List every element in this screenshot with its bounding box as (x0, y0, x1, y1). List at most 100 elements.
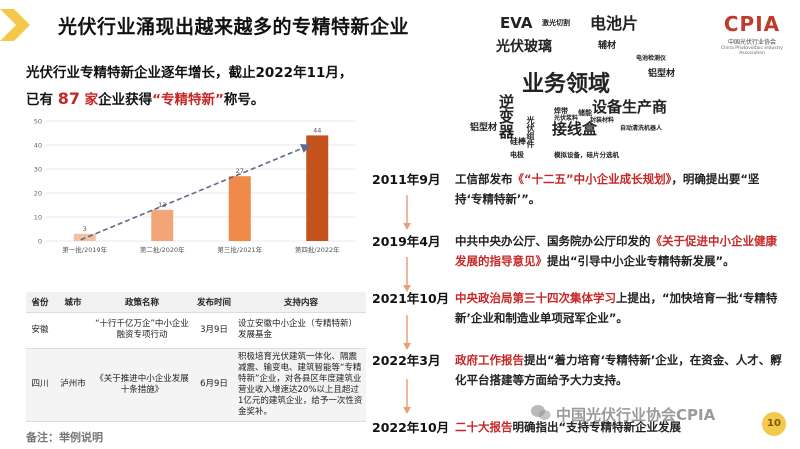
cloud-word: 业务领域 (522, 72, 611, 97)
table-cell: 四川 (26, 348, 54, 422)
policy-table: 省份 城市 政策名称 发布时间 支持内容 安徽 “十行千亿万企”中小企业融资专项… (26, 292, 366, 422)
cloud-word: 焊带 (554, 107, 568, 115)
timeline-text: 中央政治局第三十四次集体学习上提出，“加快培育一批‘专精特新’企业和制造业单项冠… (455, 288, 785, 328)
table-row: 安徽 “十行千亿万企”中小企业融资专项行动 3月9日 设立安徽中小企业（专精特新… (26, 312, 366, 349)
table-row: 四川 泸州市 《关于推进中小企业发展十条措施》 6月9日 积极培育光伏建筑一体化… (26, 348, 366, 422)
footnote: 备注：举例说明 (26, 431, 103, 444)
timeline-text: 中共中央办公厅、国务院办公厅印发的《关于促进中小企业健康发展的指导意见》提出“引… (455, 231, 785, 271)
table-cell (54, 312, 92, 349)
page-title: 光伏行业涌现出越来越多的专精特新企业 (58, 16, 410, 38)
trend-line (80, 144, 311, 241)
timeline-date: 2022年3月 (372, 353, 441, 368)
x-tick-label: 第四批/2022年 (295, 245, 340, 254)
down-arrow-icon (403, 195, 411, 230)
intro-highlight: “专精特新” (152, 92, 224, 108)
company-unit: 家 (79, 92, 99, 108)
table-cell: 设立安徽中小企业（专精特新）发展基金 (236, 312, 366, 349)
cloud-word: 光伏组件 (526, 116, 535, 148)
column-header: 发布时间 (192, 292, 236, 313)
down-arrow-icon (403, 315, 411, 350)
table-cell: 泸州市 (54, 348, 92, 422)
cloud-word: 逆变器 (497, 94, 515, 139)
x-tick-label: 第二批/2020年 (140, 245, 185, 254)
cloud-word: 封装材料 (590, 117, 615, 124)
column-header: 省份 (26, 292, 54, 313)
table-cell: 6月9日 (192, 348, 236, 422)
timeline-text: 二十大报告明确指出“支持专精特新企业发展 (455, 417, 785, 437)
business-word-cloud: EVA 激光切割 电池片 光伏玻璃 辅材 电池检测仪 铝型材 业务领域 逆变器 … (470, 12, 695, 162)
table-cell: 积极培育光伏建筑一体化、隔震减震、输变电、建筑智能等“专精特新”企业，对各县区年… (236, 348, 366, 422)
cloud-word: 模拟设备，硅片分选机 (554, 151, 619, 159)
intro-text: 光伏行业专精特新企业逐年增长，截止2022年11月， 已有 87 家企业获得“专… (26, 60, 366, 113)
cloud-word: 光伏浆料 (554, 115, 579, 122)
timeline-highlight: 政府工作报告 (455, 353, 524, 367)
timeline-text: 政府工作报告提出“着力培育‘专精特新’企业，在资金、人才、孵化平台搭建等方面给予… (455, 350, 785, 390)
timeline-date: 2019年4月 (372, 234, 441, 249)
table-cell: 《关于推进中小企业发展十条措施》 (92, 348, 192, 422)
cloud-word: 自动清洗机器人 (620, 125, 663, 132)
cloud-word: 激光切割 (542, 19, 570, 27)
timeline-suffix: 提出“着力培育‘专精特新’企业，在资金、人才、孵化平台搭建等方面给予大力支持。 (455, 353, 782, 387)
timeline-prefix: 中共中央办公厅、国务院办公厅印发的 (455, 234, 651, 248)
column-header: 支持内容 (236, 292, 366, 313)
down-arrow-icon (403, 379, 411, 414)
timeline-highlight: 《关于促进中小企业健康发展的指导意见》 (455, 234, 777, 268)
bar (306, 135, 329, 241)
title-bar: 光伏行业涌现出越来越多的专精特新企业 (0, 0, 800, 50)
data-label: 13 (158, 201, 166, 209)
page-number: 10 (762, 412, 786, 436)
timeline-date: 2022年10月 (372, 420, 450, 435)
y-tick-label: 0 (38, 238, 42, 246)
y-tick-label: 50 (34, 118, 42, 126)
logo-en: China Photovoltaic Industry Association (721, 46, 783, 56)
table-header-row: 省份 城市 政策名称 发布时间 支持内容 (26, 292, 366, 313)
data-label: 3 (83, 225, 87, 233)
intro-mid: 企业获得 (98, 92, 153, 108)
cloud-word: EVA (500, 14, 533, 32)
watermark: 中国光伏行业协会CPIA (556, 406, 716, 424)
data-label: 27 (236, 167, 244, 175)
data-label: 44 (313, 126, 321, 134)
cpia-logo: CPIA 中国光伏行业协会 China Photovoltaic Industr… (712, 12, 792, 60)
logo-cn: 中国光伏行业协会 (727, 39, 776, 46)
timeline-suffix: 提出“引导中小企业专精特新发展”。 (547, 254, 735, 268)
timeline-date: 2021年10月 (372, 291, 450, 306)
intro-line-1: 光伏行业专精特新企业逐年增长，截止2022年11月， (26, 65, 353, 81)
chevron-right-icon (0, 9, 30, 41)
x-tick-label: 第一批/2019年 (62, 245, 107, 254)
y-tick-label: 20 (34, 190, 42, 198)
cloud-word: 电极 (510, 151, 524, 159)
timeline-highlight: 《“十二五”中小企业成长规划》 (512, 172, 672, 186)
cloud-word: 铝型材 (648, 69, 676, 79)
table-cell: 安徽 (26, 312, 54, 349)
cloud-word: 电池片 (590, 14, 639, 33)
intro-line-2: 已有 87 家企业获得“专精特新”称号。 (26, 86, 366, 113)
table-cell: 3月9日 (192, 312, 236, 349)
y-tick-label: 40 (34, 142, 42, 150)
timeline-suffix: ，明确提出要“坚持‘专精特新’”。 (455, 172, 760, 206)
y-tick-label: 10 (34, 214, 42, 222)
cloud-word: 硅棒 (510, 137, 526, 146)
intro-suffix: 称号。 (223, 92, 265, 108)
timeline-prefix: 工信部发布 (455, 172, 513, 186)
wechat-icon (531, 405, 551, 420)
cloud-word: 铝型材 (470, 123, 498, 133)
cloud-word: 光伏玻璃 (496, 39, 552, 55)
logo-mark: CPIA (723, 12, 781, 36)
timeline-text: 工信部发布《“十二五”中小企业成长规划》，明确提出要“坚持‘专精特新’”。 (455, 169, 785, 209)
policy-timeline: 2011年9月 工信部发布《“十二五”中小企业成长规划》，明确提出要“坚持‘专精… (372, 165, 792, 449)
cloud-word: 设备生产商 (592, 98, 668, 116)
x-tick-label: 第三批/2021年 (217, 245, 262, 254)
cloud-word: 辅材 (598, 41, 617, 51)
y-tick-label: 30 (34, 166, 42, 174)
company-count: 87 (57, 89, 80, 108)
intro-prefix: 已有 (26, 92, 58, 108)
cloud-word: 储能 (578, 109, 592, 117)
timeline-date: 2011年9月 (372, 172, 441, 187)
column-header: 城市 (54, 292, 92, 313)
timeline-suffix: 明确指出“支持专精特新企业发展 (512, 420, 682, 434)
growth-bar-chart: 0 10 20 30 40 50 3 第一批/2019年 13 第二批/2020年 27 第三批/20… (34, 118, 356, 254)
cloud-word: 电池检测仪 (636, 55, 667, 62)
bar (151, 209, 174, 241)
table-cell: “十行千亿万企”中小企业融资专项行动 (92, 312, 192, 349)
